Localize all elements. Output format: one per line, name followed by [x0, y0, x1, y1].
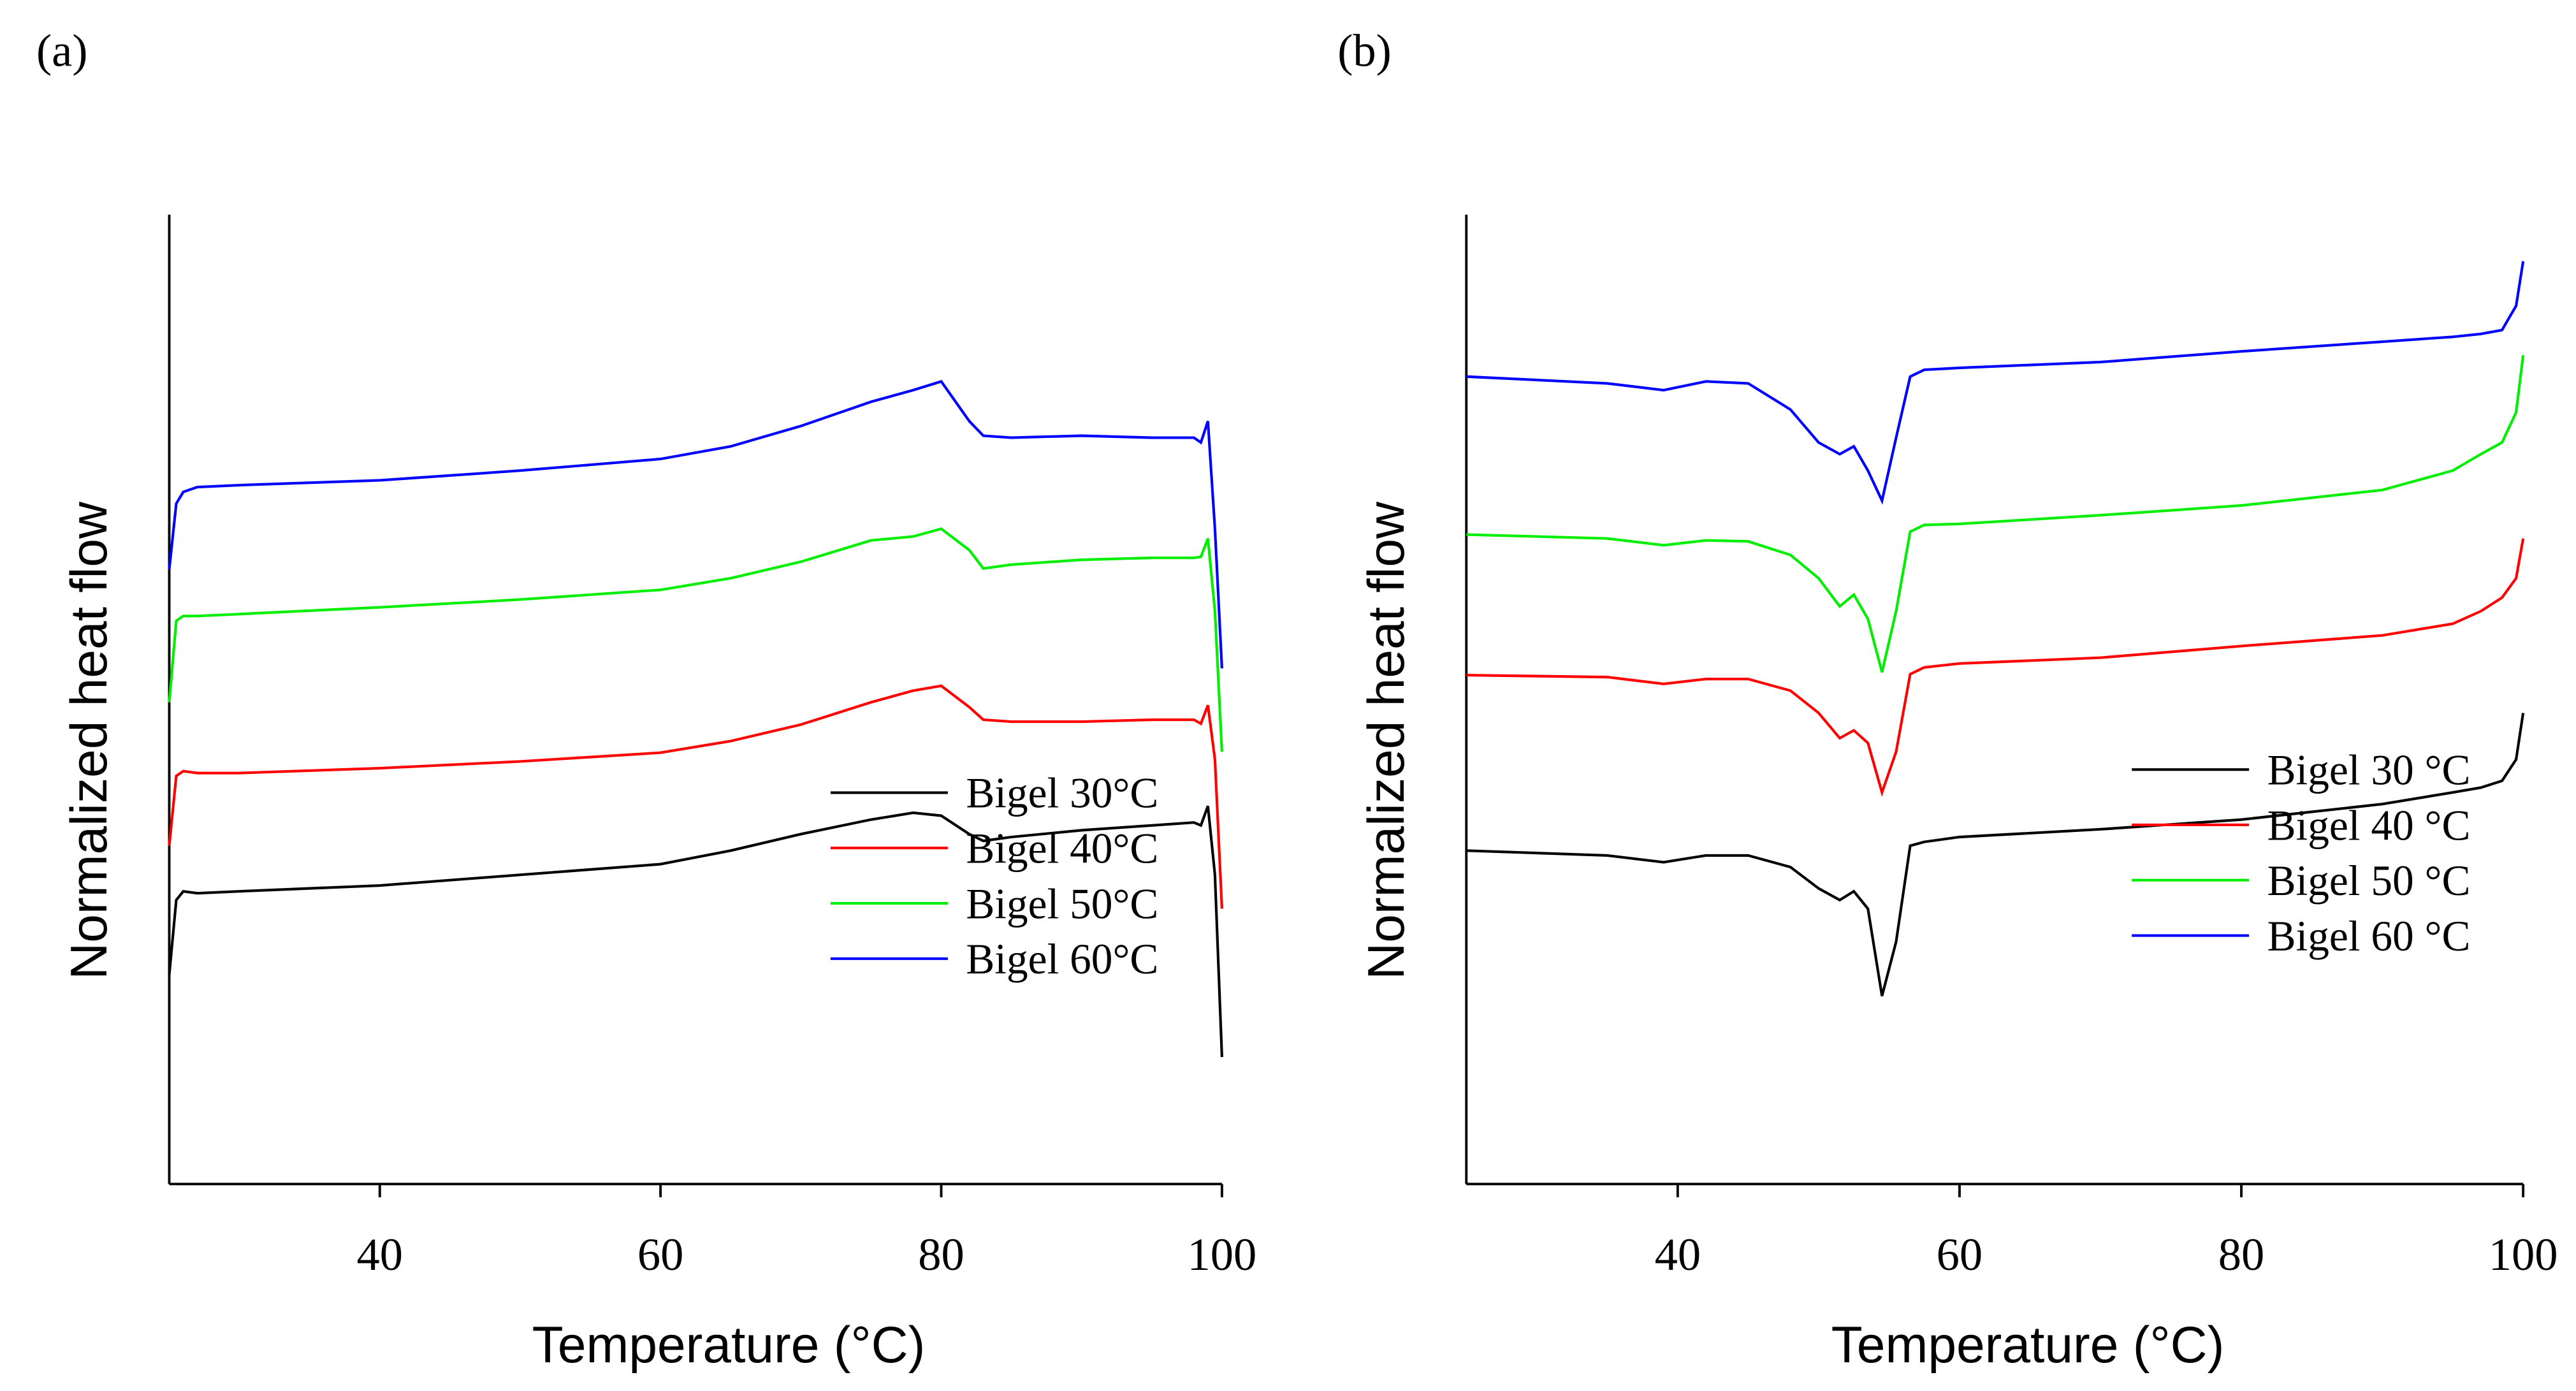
y-axis-label: Normalized heat flow — [1358, 501, 1415, 980]
panel-label: (b) — [1337, 25, 1392, 76]
x-tick-label: 40 — [1655, 1228, 1701, 1280]
legend-label: Bigel 50°C — [966, 880, 1158, 928]
legend-label: Bigel 50 °C — [2267, 857, 2471, 905]
legend-label: Bigel 40°C — [966, 825, 1158, 873]
series-line — [1466, 261, 2525, 505]
x-tick-label: 40 — [357, 1228, 404, 1280]
x-tick-label: 60 — [1937, 1228, 1983, 1280]
x-tick-label: 100 — [1187, 1228, 1256, 1280]
x-tick-label: 80 — [918, 1228, 964, 1280]
x-tick-label: 100 — [2489, 1228, 2558, 1280]
x-tick-label: 60 — [637, 1228, 684, 1280]
legend-label: Bigel 60°C — [966, 935, 1158, 983]
series-line — [1466, 355, 2525, 673]
series-line — [168, 379, 1223, 669]
legend-label: Bigel 60 °C — [2267, 912, 2471, 960]
legend-label: Bigel 40 °C — [2267, 801, 2471, 849]
panel-label: (a) — [36, 25, 87, 76]
y-axis-label: Normalized heat flow — [61, 501, 118, 980]
series-line — [168, 684, 1223, 909]
series-line — [1466, 538, 2525, 797]
series-line — [168, 805, 1223, 1058]
legend-label: Bigel 30 °C — [2267, 746, 2471, 794]
series-line — [168, 527, 1223, 752]
series-line — [1466, 713, 2525, 996]
x-axis-label: Temperature (°C) — [1831, 1316, 2225, 1374]
legend-label: Bigel 30°C — [966, 769, 1158, 817]
x-tick-label: 80 — [2218, 1228, 2265, 1280]
x-axis-label: Temperature (°C) — [532, 1316, 926, 1374]
